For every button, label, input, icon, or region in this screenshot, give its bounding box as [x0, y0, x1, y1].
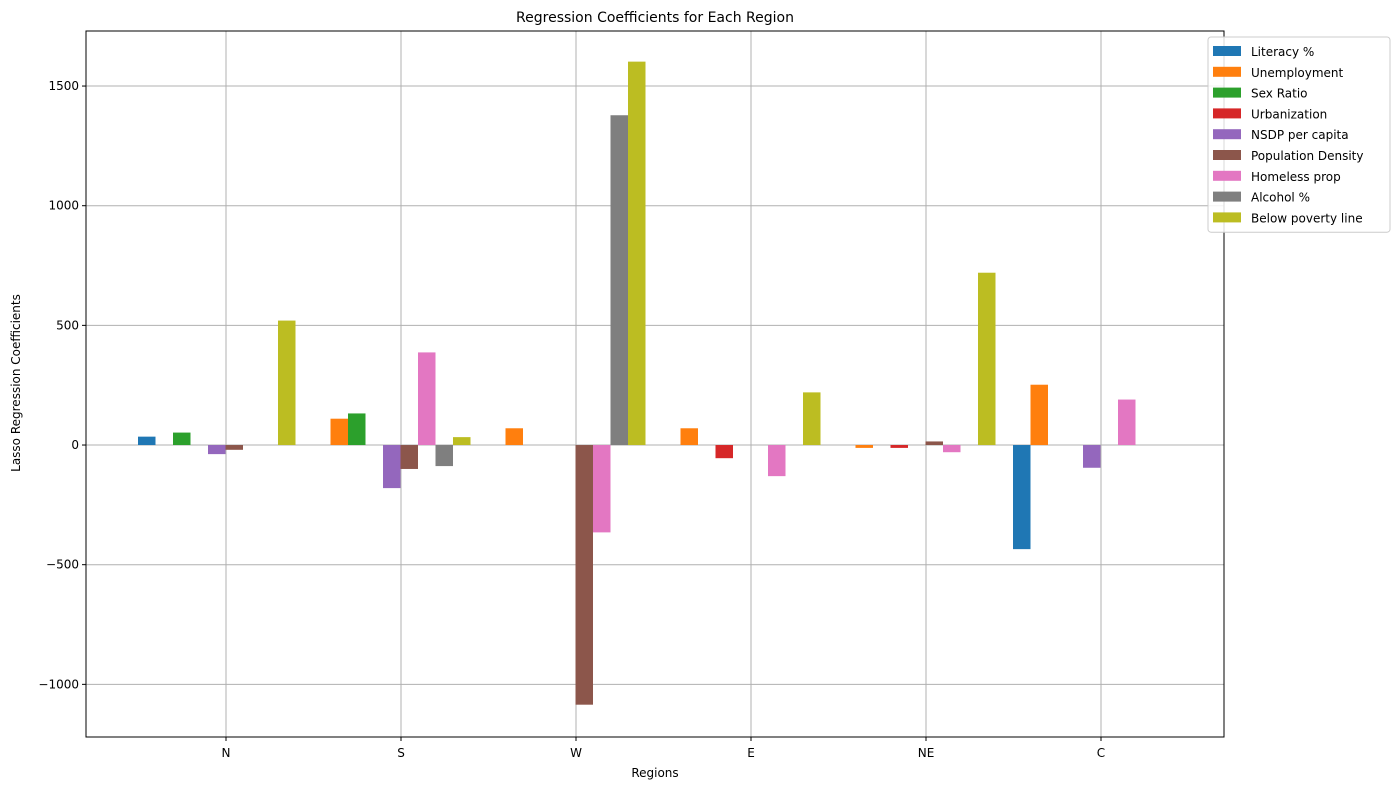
legend-label: Homeless prop [1251, 170, 1341, 184]
legend: Literacy % Unemployment Sex Ratio Urbanizat… [1207, 36, 1391, 233]
bar [943, 445, 961, 453]
legend-swatch [1213, 191, 1241, 202]
bar [208, 445, 226, 455]
plot-frame [85, 30, 1225, 738]
bar [855, 445, 873, 448]
y-tick-label: −1000 [38, 677, 79, 691]
legend-label: Population Density [1251, 149, 1363, 163]
bar [803, 392, 821, 446]
legend-label: Urbanization [1251, 107, 1327, 121]
y-tick-label: 500 [56, 318, 79, 332]
bar [1013, 445, 1031, 550]
bar [768, 445, 786, 477]
y-tick-label: 1500 [48, 79, 79, 93]
bar [1030, 384, 1048, 446]
y-tick-label: 1000 [48, 199, 79, 213]
bar [383, 445, 401, 489]
chart-title: Regression Coefficients for Each Region [516, 10, 794, 26]
legend-label: Below poverty line [1251, 211, 1363, 225]
legend-swatch [1213, 66, 1241, 77]
bar [400, 445, 418, 469]
bar [173, 432, 191, 446]
bar [628, 61, 646, 446]
legend-label: Alcohol % [1251, 191, 1310, 205]
x-tick-label: S [397, 746, 405, 760]
axis-ticks: −1000 −500 0 500 1000 1500 N S W E NE C [38, 79, 1105, 760]
legend-swatch [1213, 46, 1241, 56]
bar [1083, 445, 1101, 468]
legend-swatch [1213, 150, 1241, 160]
bar [593, 445, 611, 533]
bar [435, 445, 453, 467]
legend-swatch [1213, 129, 1241, 140]
x-tick-label: C [1097, 746, 1105, 760]
bar [680, 428, 698, 446]
legend-label: Sex Ratio [1251, 87, 1308, 101]
bar [978, 272, 996, 446]
x-axis-label: Regions [631, 766, 678, 780]
bars [138, 61, 1136, 705]
bar [1118, 399, 1136, 446]
bar [330, 418, 348, 446]
bar [890, 445, 908, 448]
legend-swatch [1213, 108, 1241, 119]
bar [575, 445, 593, 705]
legend-label: Unemployment [1251, 66, 1344, 80]
x-tick-label: NE [918, 746, 935, 760]
bar [925, 441, 943, 446]
legend-swatch [1213, 87, 1241, 98]
bar [418, 352, 436, 446]
legend-label: NSDP per capita [1251, 128, 1349, 142]
legend-swatch [1213, 212, 1241, 223]
x-tick-label: E [747, 746, 755, 760]
bar [278, 320, 296, 446]
bar [453, 437, 471, 446]
legend-label: Literacy % [1251, 45, 1314, 59]
bar [505, 428, 523, 446]
bar [138, 436, 156, 446]
bar [348, 413, 366, 446]
y-tick-label: −500 [46, 558, 79, 572]
x-tick-label: W [570, 746, 582, 760]
y-axis-label: Lasso Regression Coefficients [9, 294, 23, 472]
grid-lines [86, 31, 1224, 737]
legend-box [1207, 36, 1391, 233]
legend-swatch [1213, 170, 1241, 181]
bar [715, 445, 733, 459]
bar [610, 115, 628, 446]
y-tick-label: 0 [71, 438, 79, 452]
bar [225, 445, 243, 450]
x-tick-label: N [222, 746, 231, 760]
